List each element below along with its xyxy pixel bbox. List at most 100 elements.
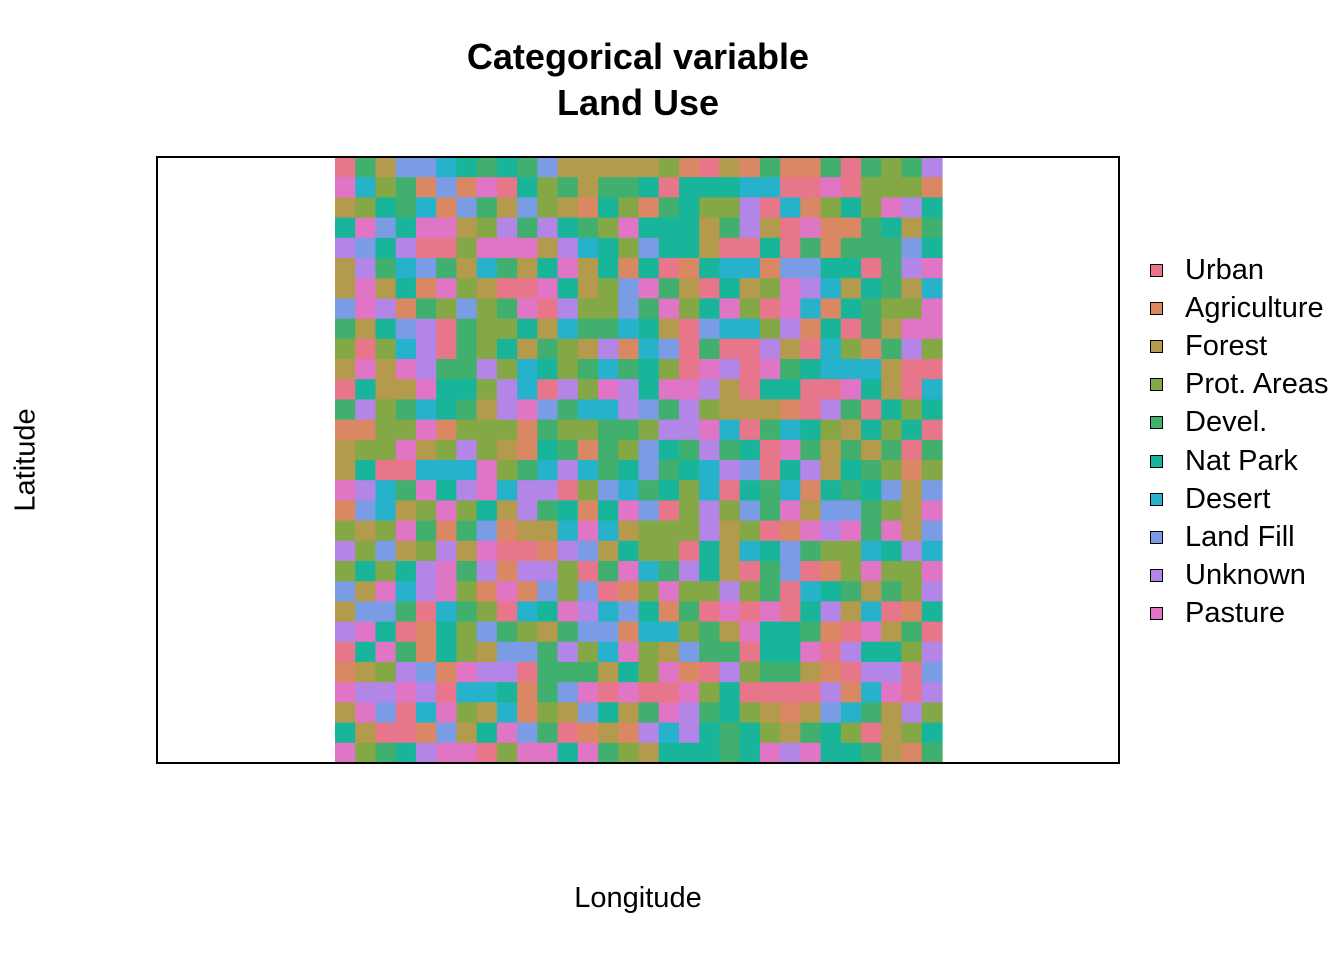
heatmap-cell bbox=[355, 540, 377, 562]
heatmap-cell bbox=[638, 540, 660, 562]
heatmap-cell bbox=[901, 460, 923, 481]
heatmap-cell bbox=[557, 702, 579, 724]
heatmap-cell bbox=[335, 581, 356, 602]
heatmap-cell bbox=[618, 581, 640, 602]
heatmap-cell bbox=[335, 682, 356, 703]
heatmap-cell bbox=[577, 157, 599, 178]
heatmap-cell bbox=[395, 581, 417, 602]
heatmap-cell bbox=[921, 460, 943, 481]
heatmap-cell bbox=[355, 439, 377, 461]
heatmap-cell bbox=[456, 399, 478, 421]
heatmap-cell bbox=[638, 581, 660, 602]
heatmap-cell bbox=[861, 177, 882, 198]
heatmap-cell bbox=[638, 601, 660, 623]
heatmap-cell bbox=[496, 157, 518, 178]
heatmap-cell bbox=[820, 540, 842, 562]
heatmap-cell bbox=[415, 722, 437, 744]
heatmap-cell bbox=[598, 722, 619, 744]
heatmap-cell bbox=[557, 177, 579, 198]
heatmap-cell bbox=[719, 439, 741, 461]
heatmap-cell bbox=[537, 460, 559, 481]
heatmap-cell bbox=[739, 359, 761, 380]
heatmap-cell bbox=[598, 258, 619, 279]
legend-label: Urban bbox=[1185, 253, 1264, 286]
heatmap-cell bbox=[335, 460, 356, 481]
heatmap-cell bbox=[678, 298, 700, 320]
heatmap-cell bbox=[739, 399, 761, 421]
heatmap-cell bbox=[537, 157, 559, 178]
heatmap-cell bbox=[638, 439, 660, 461]
heatmap-cell bbox=[800, 742, 822, 764]
heatmap-cell bbox=[436, 601, 457, 623]
heatmap-cell bbox=[759, 682, 781, 703]
heatmap-cell bbox=[658, 217, 680, 239]
heatmap-cell bbox=[476, 258, 498, 279]
heatmap-cell bbox=[759, 278, 781, 299]
heatmap-cell bbox=[800, 561, 822, 582]
heatmap-cell bbox=[436, 359, 457, 380]
heatmap-cell bbox=[800, 338, 822, 360]
heatmap-cell bbox=[335, 359, 356, 380]
heatmap-cell bbox=[496, 601, 518, 623]
heatmap-cell bbox=[496, 641, 518, 663]
heatmap-cell bbox=[861, 217, 882, 239]
heatmap-cell bbox=[517, 157, 538, 178]
heatmap-cell bbox=[840, 419, 862, 441]
heatmap-cell bbox=[678, 399, 700, 421]
heatmap-cell bbox=[881, 601, 903, 623]
heatmap-cell bbox=[719, 177, 741, 198]
heatmap-cell bbox=[719, 641, 741, 663]
heatmap-cell bbox=[678, 379, 700, 400]
heatmap-cell bbox=[840, 540, 862, 562]
heatmap-cell bbox=[840, 278, 862, 299]
heatmap-cell bbox=[456, 419, 478, 441]
heatmap-cell bbox=[780, 621, 801, 643]
heatmap-cell bbox=[699, 500, 721, 522]
heatmap-cell bbox=[901, 722, 923, 744]
heatmap-cell bbox=[658, 318, 680, 340]
heatmap-cell bbox=[557, 338, 579, 360]
heatmap-cell bbox=[901, 258, 923, 279]
heatmap-cell bbox=[861, 561, 882, 582]
heatmap-cell bbox=[598, 581, 619, 602]
heatmap-cell bbox=[921, 540, 943, 562]
heatmap-cell bbox=[476, 682, 498, 703]
heatmap-cell bbox=[759, 439, 781, 461]
heatmap-cell bbox=[375, 662, 397, 683]
heatmap-cell bbox=[476, 177, 498, 198]
heatmap-cell bbox=[618, 742, 640, 764]
legend-swatch bbox=[1150, 607, 1163, 621]
heatmap-cell bbox=[476, 641, 498, 663]
heatmap-cell bbox=[780, 318, 801, 340]
heatmap-cell bbox=[496, 177, 518, 198]
heatmap-cell bbox=[537, 581, 559, 602]
heatmap-cell bbox=[456, 460, 478, 481]
heatmap-cell bbox=[375, 177, 397, 198]
heatmap-cell bbox=[496, 298, 518, 320]
heatmap-cell bbox=[577, 641, 599, 663]
heatmap-cell bbox=[375, 520, 397, 542]
heatmap-cell bbox=[456, 379, 478, 400]
legend-label: Forest bbox=[1185, 329, 1268, 362]
heatmap-cell bbox=[375, 439, 397, 461]
heatmap-cell bbox=[415, 237, 437, 259]
heatmap-cell bbox=[375, 641, 397, 663]
heatmap-cell bbox=[678, 318, 700, 340]
heatmap-cell bbox=[658, 641, 680, 663]
heatmap-cell bbox=[759, 258, 781, 279]
heatmap-cell bbox=[901, 439, 923, 461]
heatmap-cell bbox=[881, 540, 903, 562]
heatmap-cell bbox=[739, 702, 761, 724]
heatmap-cell bbox=[557, 641, 579, 663]
heatmap-cell bbox=[719, 702, 741, 724]
heatmap-cell bbox=[476, 399, 498, 421]
heatmap-cell bbox=[557, 682, 579, 703]
heatmap-cell bbox=[375, 298, 397, 320]
heatmap-cell bbox=[800, 722, 822, 744]
legend-swatch bbox=[1150, 263, 1163, 277]
heatmap-cell bbox=[335, 439, 356, 461]
heatmap-cell bbox=[921, 682, 943, 703]
heatmap-cell bbox=[881, 561, 903, 582]
heatmap-cell bbox=[456, 197, 478, 219]
